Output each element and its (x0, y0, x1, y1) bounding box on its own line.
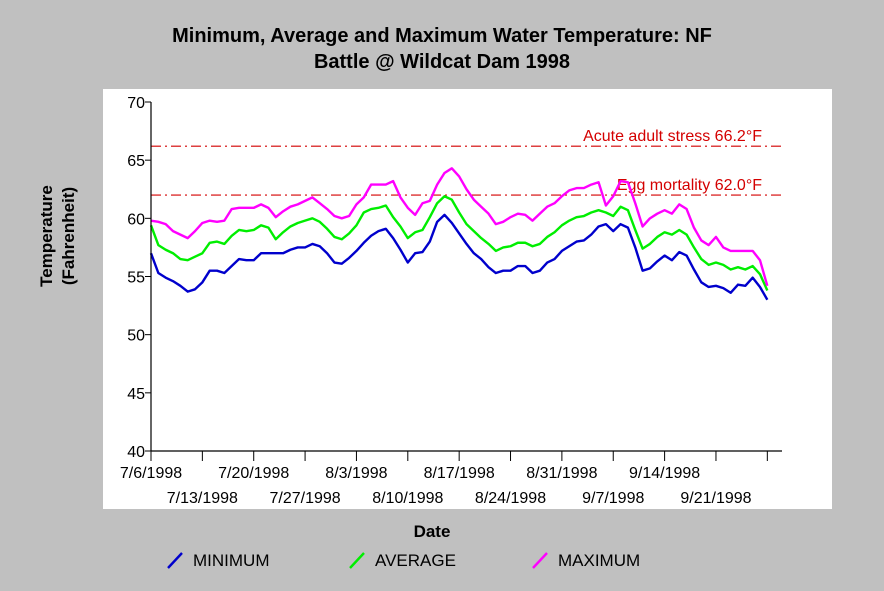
chart-title-line2: Battle @ Wildcat Dam 1998 (314, 51, 570, 73)
x-axis-ticks: 7/6/1998 7/13/1998 7/20/1998 7/27/1998 8/3/1… (120, 451, 768, 507)
x-tick-label: 8/17/1998 (424, 465, 495, 482)
y-tick-label: 60 (127, 211, 145, 228)
x-tick-label: 7/13/1998 (167, 490, 238, 507)
plot-panel (103, 89, 832, 509)
x-tick-label: 7/27/1998 (269, 490, 340, 507)
x-tick-label: 7/20/1998 (218, 465, 289, 482)
series-line-average (149, 195, 769, 291)
reference-line-label: Egg mortality 62.0°F (617, 177, 762, 194)
chart-title-line1: Minimum, Average and Maximum Water Tempe… (172, 25, 712, 47)
reference-lines: Acute adult stress 66.2°F Egg mortality 6… (151, 128, 782, 196)
y-axis-title-line1: Temperature (37, 185, 56, 287)
x-axis-title: Date (414, 522, 451, 541)
y-tick-label: 65 (127, 153, 145, 170)
x-tick-label: 9/14/1998 (629, 465, 700, 482)
y-axis-title-line2: (Fahrenheit) (59, 187, 78, 285)
legend-label: MAXIMUM (558, 551, 640, 570)
legend-swatch (532, 552, 548, 569)
y-tick-label: 55 (127, 270, 145, 287)
series-line-minimum (149, 213, 769, 301)
x-tick-label: 9/7/1998 (582, 490, 644, 507)
y-tick-label: 45 (127, 386, 145, 403)
series-lines (149, 167, 769, 301)
series-line-maximum (150, 167, 769, 287)
x-tick-label: 9/21/1998 (680, 490, 751, 507)
x-tick-label: 8/10/1998 (372, 490, 443, 507)
reference-line-label: Acute adult stress 66.2°F (583, 128, 762, 145)
y-axis-title: Temperature (Fahrenheit) (37, 185, 78, 287)
legend-swatch (349, 552, 365, 569)
y-axis-ticks: 40 45 50 55 60 65 70 (127, 95, 151, 461)
chart-legend: MINIMUM AVERAGE MAXIMUM (167, 551, 640, 570)
legend-label: AVERAGE (375, 551, 456, 570)
y-tick-label: 70 (127, 95, 145, 112)
x-tick-label: 8/3/1998 (325, 465, 387, 482)
x-tick-label: 8/31/1998 (526, 465, 597, 482)
x-tick-label: 8/24/1998 (475, 490, 546, 507)
y-tick-label: 40 (127, 444, 145, 461)
legend-swatch (167, 552, 183, 569)
y-tick-label: 50 (127, 328, 145, 345)
legend-label: MINIMUM (193, 551, 269, 570)
x-tick-label: 7/6/1998 (120, 465, 182, 482)
